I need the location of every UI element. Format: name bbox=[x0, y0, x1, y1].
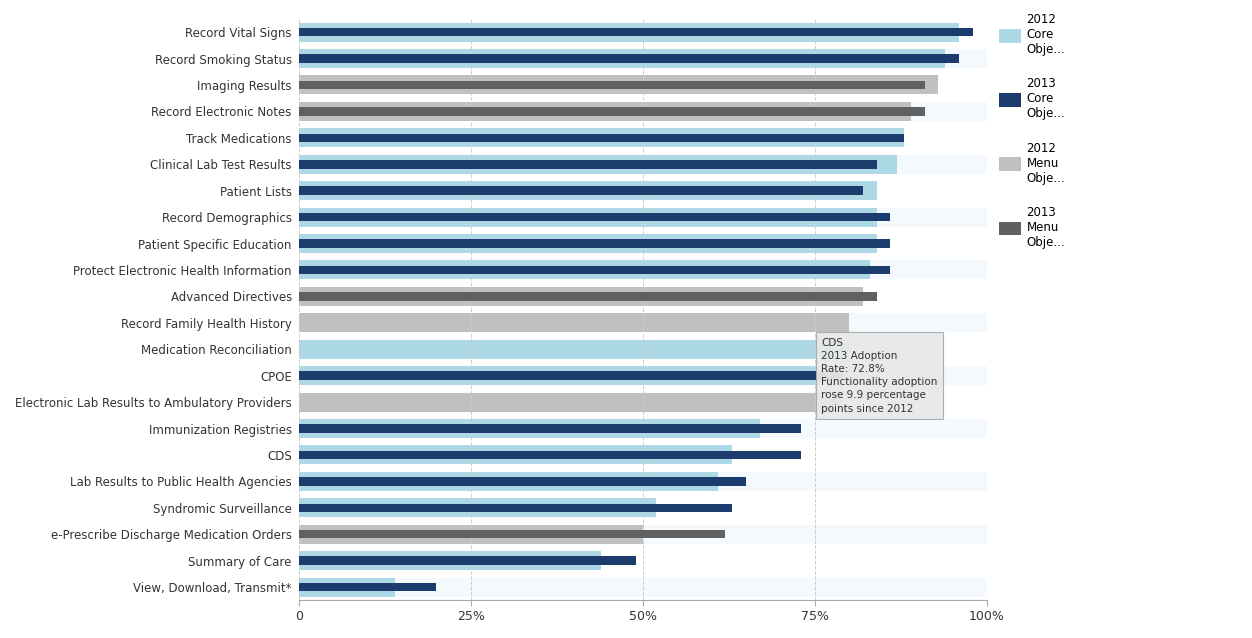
Bar bbox=[299, 75, 987, 94]
Bar bbox=[299, 313, 987, 332]
Bar bbox=[299, 22, 987, 41]
Bar bbox=[299, 54, 959, 63]
Bar bbox=[299, 498, 656, 517]
Bar bbox=[299, 260, 987, 279]
Bar bbox=[299, 339, 849, 359]
Bar bbox=[299, 577, 987, 597]
Bar bbox=[299, 265, 890, 274]
Bar bbox=[299, 419, 987, 438]
Bar bbox=[299, 424, 801, 433]
Bar bbox=[299, 551, 601, 570]
Bar bbox=[299, 80, 925, 89]
Bar bbox=[299, 234, 876, 253]
Bar bbox=[299, 155, 898, 174]
Bar bbox=[299, 530, 725, 538]
Bar bbox=[299, 556, 636, 565]
Bar bbox=[299, 213, 890, 221]
Bar bbox=[299, 577, 394, 597]
Bar bbox=[299, 128, 987, 147]
Bar bbox=[299, 28, 973, 36]
Bar bbox=[299, 107, 925, 115]
Bar bbox=[299, 287, 987, 306]
Bar bbox=[299, 260, 870, 279]
Bar bbox=[299, 582, 436, 591]
Bar bbox=[299, 450, 801, 459]
Bar bbox=[299, 160, 876, 168]
Bar bbox=[299, 313, 849, 332]
Bar bbox=[299, 339, 987, 359]
Bar bbox=[299, 524, 642, 544]
Legend: 2012
Core
Obje..., 2013
Core
Obje..., 2012
Menu
Obje..., 2013
Menu
Obje...: 2012 Core Obje..., 2013 Core Obje..., 20… bbox=[999, 13, 1065, 249]
Bar bbox=[299, 477, 746, 486]
Bar bbox=[299, 371, 843, 380]
Bar bbox=[299, 445, 987, 464]
Bar bbox=[299, 287, 863, 306]
Bar bbox=[299, 128, 904, 147]
Text: CDS
2013 Adoption
Rate: 72.8%
Functionality adoption
rose 9.9 percentage
points : CDS 2013 Adoption Rate: 72.8% Functional… bbox=[821, 338, 938, 413]
Bar bbox=[299, 181, 987, 200]
Bar bbox=[299, 75, 939, 94]
Bar bbox=[299, 239, 890, 248]
Bar bbox=[299, 366, 821, 385]
Bar bbox=[299, 392, 843, 412]
Bar bbox=[299, 419, 760, 438]
Bar bbox=[299, 186, 863, 195]
Bar bbox=[299, 498, 987, 517]
Bar bbox=[299, 472, 987, 491]
Bar bbox=[299, 181, 876, 200]
Bar bbox=[299, 503, 732, 512]
Bar bbox=[299, 392, 987, 412]
Bar bbox=[299, 49, 945, 68]
Bar bbox=[299, 207, 876, 226]
Bar bbox=[299, 155, 987, 174]
Bar bbox=[299, 22, 959, 41]
Bar bbox=[299, 133, 904, 142]
Bar bbox=[299, 102, 911, 121]
Bar bbox=[299, 472, 719, 491]
Bar bbox=[299, 366, 987, 385]
Bar bbox=[299, 207, 987, 226]
Bar bbox=[299, 445, 732, 464]
Bar bbox=[299, 102, 987, 121]
Bar bbox=[299, 551, 987, 570]
Bar bbox=[299, 49, 987, 68]
Bar bbox=[299, 524, 987, 544]
Bar bbox=[299, 292, 876, 300]
Bar bbox=[299, 234, 987, 253]
